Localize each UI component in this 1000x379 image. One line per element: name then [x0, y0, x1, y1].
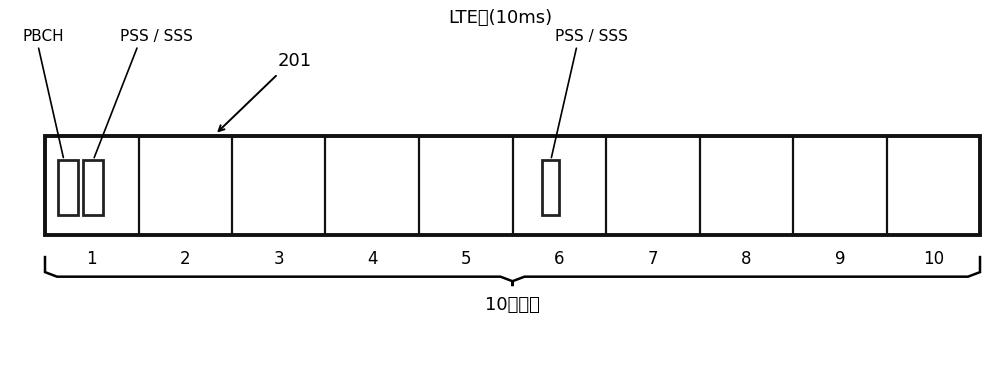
Text: PSS / SSS: PSS / SSS	[555, 28, 628, 44]
Bar	[58, 160, 78, 216]
Text: 10: 10	[923, 250, 944, 268]
Text: 4: 4	[367, 250, 377, 268]
Text: PBCH: PBCH	[22, 28, 64, 44]
Text: 5: 5	[460, 250, 471, 268]
Text: LTE帧(10ms): LTE帧(10ms)	[448, 9, 552, 27]
Bar	[542, 160, 559, 216]
Text: 1: 1	[86, 250, 97, 268]
Text: 9: 9	[834, 250, 845, 268]
Text: 6: 6	[554, 250, 564, 268]
Text: 2: 2	[180, 250, 191, 268]
Text: 7: 7	[648, 250, 658, 268]
Bar	[83, 160, 103, 216]
Text: 3: 3	[273, 250, 284, 268]
Text: 201: 201	[278, 52, 312, 70]
Text: 8: 8	[741, 250, 752, 268]
Bar	[45, 136, 980, 235]
Text: 10个子帧: 10个子帧	[485, 296, 540, 313]
Text: PSS / SSS: PSS / SSS	[120, 28, 193, 44]
